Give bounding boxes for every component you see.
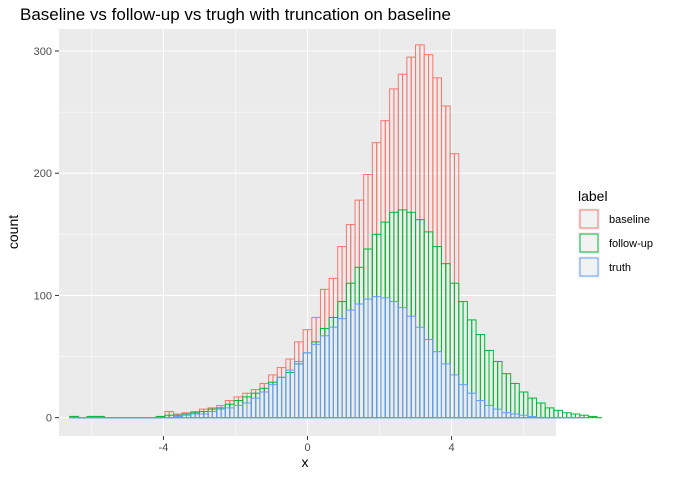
bar-follow-up xyxy=(592,415,598,419)
y-tick-label: 100 xyxy=(34,290,52,302)
x-tick-label: 4 xyxy=(448,442,454,454)
y-tick-label: 300 xyxy=(34,46,52,58)
legend-key-swatch xyxy=(579,209,599,229)
legend-key-background xyxy=(578,208,600,230)
axes: -4 0 4 0 100 200 300 xyxy=(34,46,455,454)
x-tick-label: -4 xyxy=(159,442,169,454)
bar-follow-up xyxy=(570,413,576,419)
x-tick-label: 0 xyxy=(304,442,310,454)
y-axis-title: count xyxy=(5,215,21,249)
legend-label: baseline xyxy=(609,214,650,226)
bar-follow-up xyxy=(566,412,572,419)
legend-item-truth: truth xyxy=(578,256,631,278)
bar-follow-up xyxy=(583,414,589,419)
bar-follow-up xyxy=(557,409,563,419)
legend-title: label xyxy=(578,188,608,204)
bar-follow-up xyxy=(587,415,594,419)
legend: label baseline follow-up truth xyxy=(578,188,653,278)
bar-truth xyxy=(531,415,538,419)
y-tick-label: 0 xyxy=(46,413,52,425)
bar-follow-up xyxy=(561,412,568,419)
series-layer xyxy=(69,44,602,419)
legend-item-follow-up: follow-up xyxy=(578,232,653,254)
legend-key-swatch xyxy=(579,233,599,253)
legend-key-swatch xyxy=(579,257,599,277)
legend-label: follow-up xyxy=(609,238,653,250)
chart-title: Baseline vs follow-up vs trugh with trun… xyxy=(20,5,451,24)
legend-label: truth xyxy=(609,262,631,274)
series-truth xyxy=(69,296,585,419)
bar-follow-up xyxy=(574,413,581,419)
legend-key-background xyxy=(578,232,600,254)
legend-key-background xyxy=(578,256,600,278)
legend-item-baseline: baseline xyxy=(578,208,650,230)
y-tick-label: 200 xyxy=(34,168,52,180)
x-axis-title: x xyxy=(302,454,309,470)
